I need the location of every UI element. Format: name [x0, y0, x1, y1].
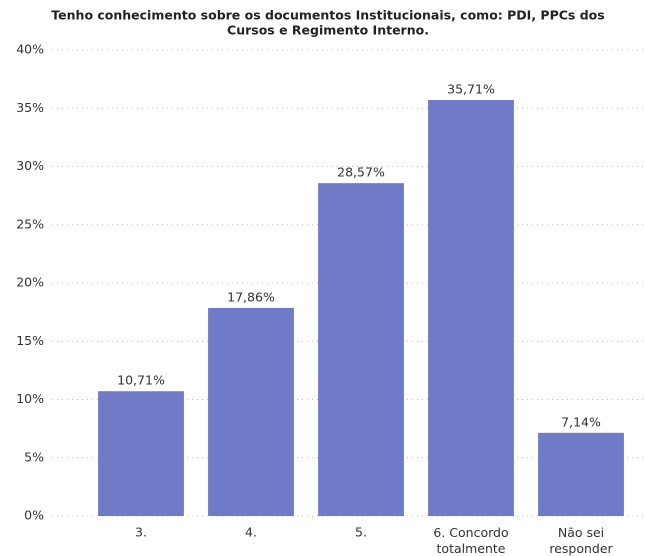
x-tick-label: 4.: [245, 525, 257, 540]
y-tick-label: 5%: [24, 449, 44, 464]
x-tick-label: 6. Concordo totalmente: [433, 525, 508, 556]
y-tick-label: 25%: [16, 216, 44, 231]
y-tick-label: 30%: [16, 158, 44, 173]
data-label: 35,71%: [447, 81, 495, 96]
bar: [318, 183, 404, 517]
y-tick-label: 20%: [16, 275, 44, 290]
y-tick-label: 35%: [16, 100, 44, 115]
bar: [98, 391, 184, 516]
data-label: 28,57%: [337, 165, 385, 180]
bar: [538, 432, 624, 516]
data-label: 7,14%: [561, 414, 601, 429]
chart-title: Tenho conhecimento sobre os documentos I…: [51, 8, 604, 23]
data-label: 10,71%: [117, 373, 165, 388]
y-tick-label: 0%: [24, 508, 44, 523]
data-label: 17,86%: [227, 289, 275, 304]
y-tick-label: 10%: [16, 391, 44, 406]
x-tick-label: 3.: [135, 525, 147, 540]
bar: [208, 307, 294, 516]
bar: [428, 99, 514, 516]
y-tick-label: 15%: [16, 333, 44, 348]
chart-title: Cursos e Regimento Interno.: [227, 23, 429, 38]
x-tick-label: 5.: [355, 525, 367, 540]
y-tick-label: 40%: [16, 42, 44, 57]
x-tick-label: Não sei responder: [549, 525, 613, 556]
